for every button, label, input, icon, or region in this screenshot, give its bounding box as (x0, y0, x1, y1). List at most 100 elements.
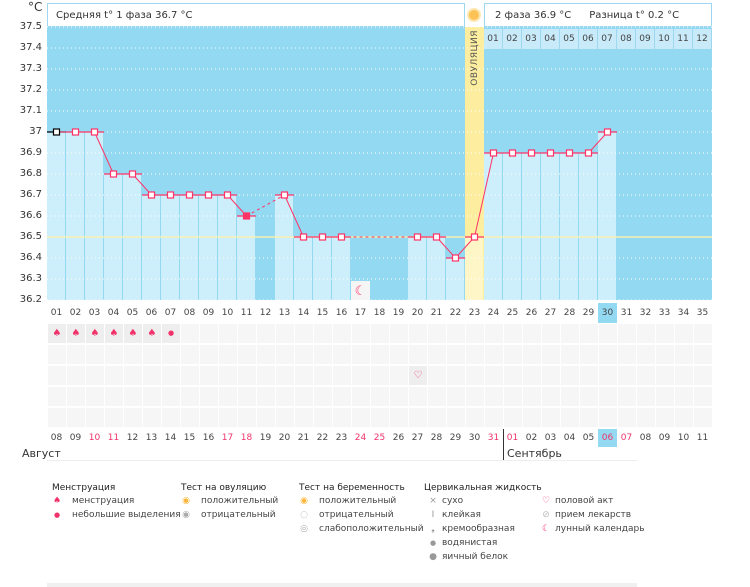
calendar-date[interactable]: 19 (259, 433, 272, 443)
marker-cell[interactable] (447, 387, 465, 406)
marker-cell[interactable] (504, 324, 522, 343)
marker-cell[interactable] (485, 387, 503, 406)
marker-cell[interactable] (238, 345, 256, 364)
cycle-day-label[interactable]: 09 (202, 308, 215, 318)
marker-cell[interactable] (333, 366, 351, 385)
cycle-day-label[interactable]: 27 (544, 308, 557, 318)
cycle-day-label[interactable]: 11 (240, 308, 253, 318)
marker-cell[interactable] (86, 366, 104, 385)
marker-cell[interactable] (295, 366, 313, 385)
marker-cell[interactable] (523, 366, 541, 385)
calendar-date[interactable]: 29 (449, 433, 462, 443)
marker-cell[interactable] (181, 345, 199, 364)
cycle-day-label[interactable]: 12 (259, 308, 272, 318)
marker-cell[interactable] (276, 324, 294, 343)
next-cycle-day[interactable]: 09 (636, 29, 655, 49)
next-cycle-day[interactable]: 06 (579, 29, 598, 49)
marker-cell[interactable] (181, 324, 199, 343)
marker-cell[interactable] (67, 387, 85, 406)
next-cycle-day[interactable]: 12 (693, 29, 712, 49)
marker-cell[interactable] (637, 408, 655, 427)
marker-cell[interactable] (124, 408, 142, 427)
marker-cell[interactable] (295, 345, 313, 364)
calendar-date[interactable]: 27 (411, 433, 424, 443)
marker-cell[interactable] (143, 387, 161, 406)
marker-cell[interactable] (447, 324, 465, 343)
cycle-day-label[interactable]: 29 (582, 308, 595, 318)
marker-cell[interactable] (675, 408, 693, 427)
marker-cell[interactable] (409, 408, 427, 427)
marker-cell[interactable] (580, 387, 598, 406)
next-cycle-day[interactable]: 01 (484, 29, 503, 49)
marker-cell[interactable] (542, 387, 560, 406)
marker-cell[interactable] (523, 345, 541, 364)
cycle-day-label[interactable]: 34 (677, 308, 690, 318)
cycle-day-label[interactable]: 35 (696, 308, 709, 318)
cycle-day-label[interactable]: 24 (487, 308, 500, 318)
marker-cell[interactable] (675, 387, 693, 406)
marker-cell[interactable] (181, 387, 199, 406)
marker-cell[interactable] (162, 387, 180, 406)
cycle-day-label[interactable]: 13 (278, 308, 291, 318)
marker-cell[interactable] (618, 345, 636, 364)
marker-cell[interactable] (257, 345, 275, 364)
marker-cell[interactable] (447, 366, 465, 385)
marker-cell[interactable] (466, 387, 484, 406)
marker-cell[interactable] (314, 324, 332, 343)
marker-cell[interactable] (580, 366, 598, 385)
marker-cell[interactable] (390, 366, 408, 385)
calendar-date[interactable]: 17 (221, 433, 234, 443)
marker-cell[interactable] (580, 408, 598, 427)
marker-cell[interactable] (485, 324, 503, 343)
marker-cell[interactable] (105, 387, 123, 406)
marker-cell[interactable] (656, 408, 674, 427)
calendar-date[interactable]: 01 (506, 433, 519, 443)
marker-cell[interactable] (295, 324, 313, 343)
marker-cell[interactable] (447, 408, 465, 427)
marker-cell[interactable] (618, 408, 636, 427)
marker-cell[interactable] (371, 366, 389, 385)
calendar-date[interactable]: 22 (316, 433, 329, 443)
marker-cell[interactable] (599, 366, 617, 385)
marker-cell[interactable] (694, 324, 712, 343)
marker-cell[interactable] (276, 345, 294, 364)
menstruation-icon[interactable]: ♠ (48, 324, 66, 343)
marker-cell[interactable] (637, 324, 655, 343)
next-cycle-day[interactable]: 07 (598, 29, 617, 49)
calendar-date[interactable]: 21 (297, 433, 310, 443)
calendar-date[interactable]: 04 (563, 433, 576, 443)
marker-cell[interactable] (561, 366, 579, 385)
marker-cell[interactable] (466, 345, 484, 364)
marker-cell[interactable] (466, 408, 484, 427)
marker-cell[interactable] (295, 387, 313, 406)
calendar-date[interactable]: 18 (240, 433, 253, 443)
cycle-day-label[interactable]: 06 (145, 308, 158, 318)
marker-cell[interactable] (257, 366, 275, 385)
marker-cell[interactable] (409, 324, 427, 343)
cycle-day-label[interactable]: 02 (69, 308, 82, 318)
marker-cell[interactable] (48, 366, 66, 385)
marker-cell[interactable] (485, 366, 503, 385)
marker-cell[interactable] (238, 324, 256, 343)
calendar-date[interactable]: 15 (183, 433, 196, 443)
marker-cell[interactable] (618, 324, 636, 343)
calendar-date[interactable]: 08 (639, 433, 652, 443)
cycle-day-label[interactable]: 14 (297, 308, 310, 318)
marker-cell[interactable] (124, 387, 142, 406)
marker-cell[interactable] (276, 366, 294, 385)
marker-cell[interactable] (409, 345, 427, 364)
marker-cell[interactable] (561, 408, 579, 427)
cycle-day-label[interactable]: 08 (183, 308, 196, 318)
calendar-date[interactable]: 28 (430, 433, 443, 443)
marker-cell[interactable] (352, 345, 370, 364)
calendar-date[interactable]: 03 (544, 433, 557, 443)
marker-cell[interactable] (504, 366, 522, 385)
cycle-day-label[interactable]: 30 (598, 303, 617, 323)
cycle-day-label[interactable]: 26 (525, 308, 538, 318)
calendar-date[interactable]: 10 (88, 433, 101, 443)
marker-cell[interactable] (428, 387, 446, 406)
calendar-date[interactable]: 31 (487, 433, 500, 443)
marker-cell[interactable] (428, 366, 446, 385)
marker-cell[interactable] (181, 366, 199, 385)
marker-cell[interactable] (371, 345, 389, 364)
